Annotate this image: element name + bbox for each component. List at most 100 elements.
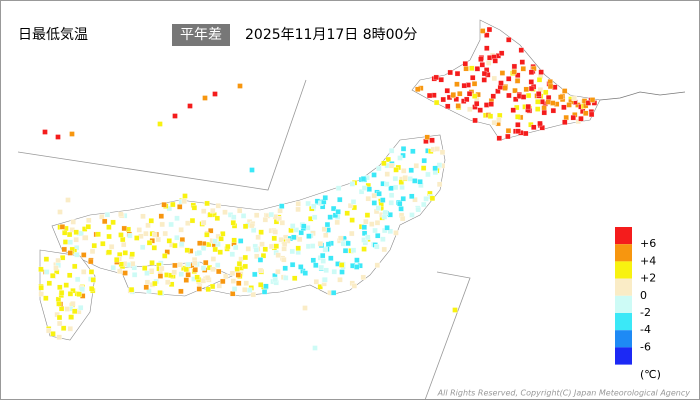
station bbox=[56, 320, 63, 327]
station bbox=[295, 201, 301, 207]
station bbox=[134, 235, 140, 241]
station bbox=[444, 88, 450, 94]
station bbox=[66, 231, 73, 238]
station bbox=[334, 219, 340, 226]
station bbox=[409, 212, 415, 218]
station bbox=[237, 83, 243, 89]
station bbox=[400, 146, 407, 152]
station bbox=[345, 240, 351, 247]
station bbox=[323, 232, 329, 238]
datetime: 2025年11月17日 8時00分 bbox=[245, 27, 417, 43]
station bbox=[447, 69, 453, 76]
station bbox=[38, 285, 44, 291]
legend-swatch bbox=[615, 244, 632, 262]
station bbox=[272, 276, 278, 283]
station bbox=[187, 103, 193, 109]
station bbox=[477, 107, 483, 113]
station bbox=[259, 241, 265, 247]
station bbox=[192, 260, 198, 266]
station bbox=[174, 235, 180, 241]
station bbox=[179, 237, 186, 243]
station bbox=[426, 92, 433, 99]
station bbox=[583, 110, 589, 116]
station bbox=[66, 272, 73, 279]
station bbox=[491, 119, 497, 126]
station bbox=[498, 80, 504, 86]
station bbox=[537, 120, 543, 127]
legend-swatch bbox=[615, 227, 632, 245]
station bbox=[325, 241, 332, 247]
station bbox=[203, 259, 209, 266]
station bbox=[385, 156, 391, 163]
station bbox=[204, 275, 211, 281]
station bbox=[106, 233, 112, 240]
copyright: All Rights Reserved, Copyright(C) Japan … bbox=[437, 389, 691, 398]
station bbox=[536, 77, 543, 83]
station bbox=[216, 268, 222, 275]
station bbox=[328, 255, 334, 261]
station bbox=[301, 223, 307, 229]
station bbox=[312, 345, 318, 351]
station bbox=[89, 248, 96, 255]
station bbox=[68, 314, 74, 320]
station bbox=[421, 201, 427, 208]
station bbox=[258, 282, 264, 288]
station bbox=[275, 269, 281, 275]
legend: +6 +4 +2 0 -2 -4 -6 bbox=[615, 227, 656, 365]
station bbox=[72, 263, 78, 270]
station bbox=[79, 286, 85, 292]
station bbox=[450, 92, 456, 98]
station bbox=[455, 103, 461, 109]
station bbox=[335, 185, 342, 191]
station bbox=[407, 176, 413, 182]
station bbox=[250, 291, 256, 298]
station bbox=[484, 45, 490, 51]
station bbox=[536, 91, 542, 97]
station bbox=[502, 85, 508, 91]
station bbox=[45, 327, 52, 334]
station bbox=[168, 221, 174, 228]
station bbox=[388, 200, 394, 206]
station bbox=[433, 99, 440, 106]
station bbox=[191, 205, 198, 211]
station bbox=[71, 308, 78, 315]
station bbox=[172, 242, 178, 249]
station bbox=[474, 66, 481, 72]
station bbox=[63, 282, 69, 288]
station bbox=[281, 241, 288, 247]
station bbox=[220, 231, 226, 237]
station bbox=[364, 212, 371, 218]
legend-swatch bbox=[615, 278, 632, 296]
station bbox=[481, 70, 488, 77]
legend-swatch bbox=[615, 313, 632, 331]
station bbox=[337, 196, 343, 203]
station bbox=[65, 197, 71, 203]
station bbox=[361, 230, 368, 236]
station bbox=[215, 241, 221, 247]
station bbox=[67, 326, 73, 332]
station bbox=[317, 284, 323, 290]
station bbox=[425, 171, 431, 178]
station bbox=[212, 91, 218, 97]
kuril-coast bbox=[599, 91, 686, 101]
station bbox=[260, 252, 267, 259]
station bbox=[296, 236, 303, 243]
station bbox=[452, 307, 458, 313]
station bbox=[38, 291, 44, 297]
title: 日最低気温 bbox=[18, 27, 88, 43]
station bbox=[515, 128, 521, 134]
station bbox=[374, 244, 380, 250]
station bbox=[108, 244, 115, 250]
station bbox=[351, 283, 358, 289]
station bbox=[327, 214, 333, 220]
station bbox=[505, 128, 512, 134]
station bbox=[249, 222, 255, 229]
station bbox=[388, 192, 395, 198]
station bbox=[470, 75, 476, 81]
station bbox=[506, 76, 512, 82]
station bbox=[420, 165, 427, 171]
station bbox=[415, 86, 421, 92]
station bbox=[253, 212, 260, 218]
station bbox=[589, 97, 596, 103]
station bbox=[525, 92, 532, 99]
